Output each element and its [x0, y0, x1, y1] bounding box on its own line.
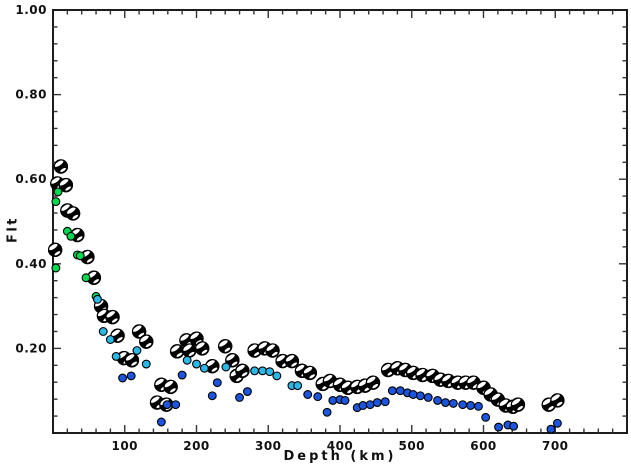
- data-point-dot: [313, 392, 323, 402]
- data-point-dot: [380, 397, 390, 407]
- data-point-dot: [51, 197, 61, 207]
- y-axis-label: Flt: [5, 215, 21, 244]
- y-tick-label: 1.00: [15, 3, 47, 17]
- data-point-dot: [162, 400, 172, 410]
- beachball-marker: [58, 177, 74, 193]
- data-point-dot: [408, 390, 418, 399]
- x-tick-label: 600: [470, 439, 497, 453]
- data-point-dot: [141, 359, 151, 369]
- x-tick-label: 100: [111, 439, 138, 453]
- beachball-marker: [265, 343, 280, 358]
- data-point-dot: [221, 362, 231, 372]
- data-point-dot: [171, 400, 181, 410]
- data-point-dot: [474, 401, 483, 411]
- x-axis-label: Depth (km): [283, 449, 397, 464]
- data-point-dot: [93, 294, 102, 304]
- data-point-dot: [212, 378, 222, 388]
- data-point-dot: [272, 371, 282, 381]
- data-point-dot: [441, 398, 450, 407]
- data-point-dot: [265, 367, 275, 377]
- data-point-dot: [340, 395, 350, 405]
- data-point-dot: [98, 327, 108, 336]
- beachball-marker: [70, 227, 85, 243]
- data-point-dot: [53, 187, 63, 197]
- data-point-dot: [105, 335, 115, 344]
- data-point-dot: [458, 400, 468, 410]
- data-point-dot: [395, 386, 405, 396]
- beachball-marker: [217, 339, 233, 354]
- data-point-dot: [192, 359, 201, 369]
- x-tick-label: 400: [327, 439, 354, 453]
- y-tick-label: 0.40: [15, 257, 47, 271]
- data-point-dot: [546, 424, 556, 434]
- data-point-dot: [322, 407, 332, 417]
- beachball-marker: [225, 353, 240, 368]
- beachball-marker: [195, 341, 210, 356]
- data-point-dot: [509, 421, 519, 431]
- beachball-marker: [124, 353, 140, 368]
- beachball-marker: [510, 397, 526, 412]
- data-point-dot: [358, 401, 368, 410]
- y-tick-label: 0.80: [15, 88, 47, 102]
- axis-ticks: [53, 10, 627, 433]
- beachball-marker: [302, 365, 318, 381]
- beachball-marker: [550, 393, 565, 408]
- data-point-dot: [182, 355, 192, 365]
- data-point-dot: [75, 251, 85, 261]
- beachball-marker: [53, 159, 69, 174]
- x-tick-label: 200: [183, 439, 210, 453]
- x-tick-label: 700: [542, 439, 569, 453]
- data-point-dot: [199, 363, 209, 373]
- data-point-dot: [328, 395, 338, 405]
- data-point-dot: [235, 393, 245, 402]
- data-point-dot: [258, 366, 267, 376]
- data-point-dot: [552, 418, 562, 428]
- beachball-marker: [163, 379, 178, 395]
- data-point-dot: [250, 366, 260, 376]
- x-tick-label: 500: [398, 439, 425, 453]
- beachball-marker: [169, 344, 185, 359]
- plot-frame: [52, 9, 628, 434]
- data-point-dot: [466, 401, 476, 410]
- data-point-dot: [177, 370, 187, 380]
- data-point-dot: [132, 346, 142, 355]
- data-point-dot: [81, 273, 91, 283]
- data-point-dot: [415, 391, 425, 401]
- data-point-dot: [365, 400, 375, 410]
- data-point-dot: [481, 412, 491, 422]
- data-point-dot: [433, 395, 443, 405]
- beachball-marker: [105, 309, 120, 325]
- data-point-dot: [207, 391, 217, 401]
- x-tick-label: 300: [255, 439, 282, 453]
- data-point-dot: [293, 381, 303, 391]
- data-point-dot: [51, 263, 61, 273]
- data-point-dot: [242, 387, 252, 396]
- data-point-dot: [111, 351, 121, 361]
- beachball-marker: [235, 363, 250, 379]
- data-point-dot: [156, 417, 166, 427]
- beachball-marker: [131, 324, 147, 339]
- data-point-dot: [66, 231, 76, 241]
- data-point-dot: [387, 386, 397, 396]
- data-point-dot: [126, 371, 136, 381]
- data-point-dot: [372, 398, 382, 407]
- y-tick-label: 0.60: [15, 172, 47, 186]
- beachball-marker: [139, 334, 154, 349]
- beachball-marker: [365, 375, 381, 390]
- y-tick-label: 0.20: [15, 341, 47, 355]
- beachball-marker: [65, 206, 81, 221]
- data-point-dot: [494, 422, 504, 432]
- beachball-marker: [47, 242, 63, 258]
- data-point-dot: [448, 398, 458, 408]
- data-point-dot: [303, 390, 313, 399]
- beachball-marker: [284, 353, 300, 369]
- data-point-dot: [423, 393, 433, 402]
- data-point-dot: [118, 373, 128, 383]
